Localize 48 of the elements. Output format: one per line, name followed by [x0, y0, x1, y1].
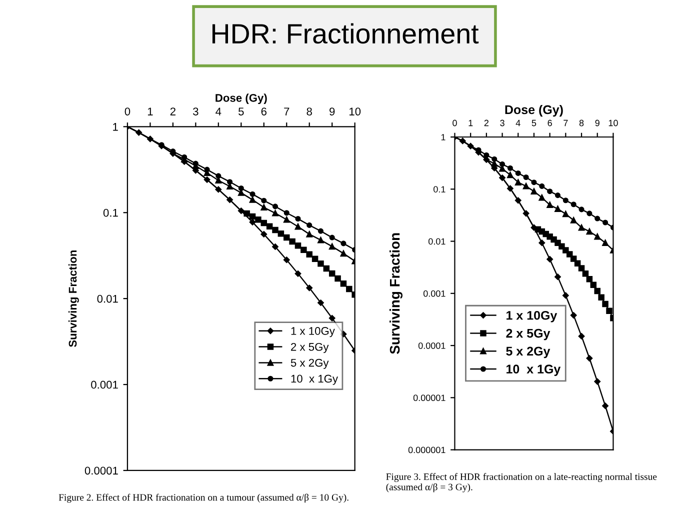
x-tick-label: 6: [548, 120, 552, 126]
x-tick-label: 6: [261, 108, 266, 116]
x-tick-label: 9: [595, 120, 600, 126]
y-tick-label: 0.1: [434, 186, 446, 192]
x-tick-label: 4: [216, 108, 222, 116]
y-axis-title: Surviving Fraction: [390, 233, 403, 354]
y-tick-label: 1: [441, 134, 446, 140]
legend-label: 1 x 10Gy: [291, 327, 335, 338]
y-tick-label: 0.001: [423, 290, 446, 297]
x-tick-label: 9: [330, 108, 335, 116]
x-tick-label: 7: [564, 120, 568, 126]
legend-label: 5 x 2Gy: [290, 358, 329, 369]
caption: Figure 3. Effect of HDR fractionation on a late-reacting normal tissue (assumed α/β = 3 Gy).: [386, 473, 657, 492]
x-tick-label: 1: [468, 120, 473, 126]
legend-label: 10 x 1Gy: [506, 364, 561, 376]
x-tick-label: 3: [193, 108, 198, 116]
x-tick-label: 3: [500, 120, 504, 126]
x-tick-label: 7: [284, 108, 290, 116]
y-tick-label: 0.001: [91, 380, 118, 389]
x-axis-title: Dose (Gy): [505, 104, 563, 117]
x-tick-label: 10: [350, 108, 361, 116]
caption: Figure 2. Effect of HDR fractionation on a tumour (assumed α/β = 10 Gy).: [58, 494, 348, 503]
legend-label: 2 x 5Gy: [291, 342, 329, 354]
x-tick-label: 2: [170, 108, 176, 116]
x-tick-label: 2: [484, 120, 488, 126]
x-tick-label: 0: [452, 120, 457, 126]
y-tick-label: 0.01: [97, 294, 118, 303]
x-tick-label: 4: [516, 120, 520, 126]
y-tick-label: 0.000001: [408, 446, 446, 454]
legend-label: 2 x 5Gy: [506, 328, 550, 340]
x-tick-label: 5: [532, 120, 536, 126]
y-tick-label: 0.1: [103, 208, 118, 217]
y-tick-label: 0.0001: [84, 466, 118, 475]
x-tick-label: 10: [608, 120, 618, 126]
legend-label: 1 x 10Gy: [506, 310, 558, 322]
x-tick-label: 8: [579, 120, 584, 126]
y-tick-label: 0.0001: [418, 342, 446, 349]
x-axis-title: Dose (Gy): [216, 94, 267, 104]
legend-label: 10 x 1Gy: [291, 374, 338, 385]
chart-title: HDR: Fractionnement: [212, 23, 479, 44]
x-tick-label: 1: [148, 108, 153, 116]
x-tick-label: 8: [306, 108, 312, 116]
x-tick-label: 5: [238, 108, 244, 116]
y-axis-title: Surviving Fraction: [68, 250, 79, 348]
y-tick-label: 0.01: [428, 238, 446, 245]
legend-label: 5 x 2Gy: [506, 346, 550, 358]
x-tick-label: 0: [124, 108, 130, 116]
y-tick-label: 0.00001: [413, 394, 446, 402]
